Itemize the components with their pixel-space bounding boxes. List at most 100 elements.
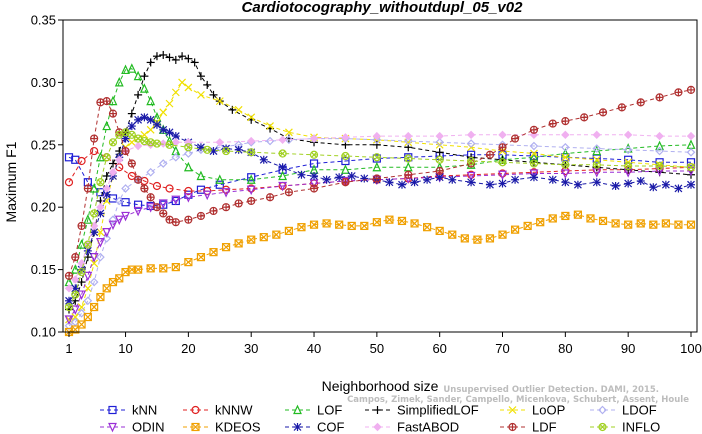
data-point-lof xyxy=(133,70,143,81)
data-point-kdeos xyxy=(485,234,495,243)
data-point-ldf xyxy=(265,193,275,202)
data-point-inflo xyxy=(184,143,193,152)
data-point-knnw xyxy=(247,184,256,193)
data-point-fastabod xyxy=(435,131,444,141)
data-point-simplifiedlof xyxy=(165,53,174,62)
data-point-cof xyxy=(467,178,476,187)
data-point-fastabod xyxy=(655,131,664,141)
data-point-ldof xyxy=(114,196,124,206)
data-point-ldf xyxy=(209,206,218,216)
data-point-ldf xyxy=(686,85,696,94)
data-point-ldf xyxy=(71,253,80,262)
data-point-cof xyxy=(335,173,344,182)
series-inflo xyxy=(64,128,696,312)
data-point-ldf xyxy=(171,218,180,227)
data-point-lof xyxy=(108,95,118,106)
data-point-odin xyxy=(560,169,570,179)
data-point-ldof xyxy=(64,321,74,331)
data-point-inflo xyxy=(592,160,601,169)
data-point-simplifiedlof xyxy=(435,148,444,157)
data-point-inflo xyxy=(341,151,350,161)
data-point-ldf xyxy=(404,170,413,179)
data-point-lof xyxy=(372,161,382,172)
data-point-kdeos xyxy=(686,220,696,229)
y-tick-label: 0.10 xyxy=(31,325,56,340)
data-point-simplifiedlof xyxy=(159,50,168,59)
data-point-cof xyxy=(592,178,601,187)
data-point-ldof xyxy=(215,142,225,152)
data-point-fastabod xyxy=(686,131,696,141)
data-point-ldof xyxy=(121,184,130,193)
data-point-fastabod xyxy=(108,168,118,177)
data-point-kdeos xyxy=(460,234,469,243)
credit-line-2: Unsupervised Outlier Detection. DAMI, 20… xyxy=(443,385,659,395)
plot-frame xyxy=(62,19,698,333)
data-point-simplifiedlof xyxy=(209,90,218,99)
data-point-knnw xyxy=(64,178,74,187)
data-point-inflo xyxy=(203,145,212,154)
series-line-ldf xyxy=(68,89,692,276)
data-point-ldf xyxy=(77,221,86,231)
data-point-ldf xyxy=(140,184,149,193)
data-point-ldof xyxy=(146,167,156,177)
data-point-fastabod xyxy=(71,275,80,284)
data-point-ldf xyxy=(655,93,664,102)
y-axis-label: Maximum F1 xyxy=(3,141,19,222)
data-point-inflo xyxy=(108,138,118,147)
series-line-odin xyxy=(68,170,691,320)
plot-area: 1 10 20 30 40 50 60 70 80 90 100 0.10 0.15 0.20 0.25 0.… xyxy=(31,13,702,357)
data-point-inflo xyxy=(624,161,633,171)
data-point-ldf xyxy=(598,108,608,117)
data-point-kdeos xyxy=(221,243,231,252)
y-tick-label: 0.15 xyxy=(31,262,56,277)
data-point-kdeos xyxy=(322,219,331,228)
data-point-knn xyxy=(215,180,224,189)
data-point-simplifiedlof xyxy=(127,109,136,118)
data-point-cof xyxy=(636,176,645,185)
data-point-inflo xyxy=(561,160,570,169)
data-point-ldf xyxy=(221,203,231,212)
data-point-cof xyxy=(127,122,136,131)
data-point-lof xyxy=(121,64,130,75)
data-point-kdeos xyxy=(674,220,683,229)
series-ldf xyxy=(64,85,696,280)
data-point-loop xyxy=(234,105,243,114)
y-tick-label: 0.30 xyxy=(31,75,56,90)
legend-label-simplifiedlof: SimplifiedLOF xyxy=(397,403,479,418)
data-point-knnw xyxy=(90,146,99,156)
data-point-simplifiedlof xyxy=(203,80,212,89)
data-point-ldof xyxy=(560,142,570,152)
data-point-fastabod xyxy=(133,141,143,151)
legend-item-cof: COF xyxy=(285,420,345,434)
data-point-loop xyxy=(159,108,168,117)
data-point-kdeos xyxy=(536,218,545,227)
data-point-simplifiedlof xyxy=(372,140,381,149)
x-tick-label: 90 xyxy=(621,341,635,356)
legend-item-kdeos: KDEOS xyxy=(183,420,261,434)
data-point-odin xyxy=(278,181,288,192)
data-point-cof xyxy=(278,163,287,172)
data-point-lof xyxy=(341,164,350,174)
data-point-kdeos xyxy=(234,239,243,248)
data-point-cof xyxy=(561,178,570,187)
data-point-loop xyxy=(530,149,538,158)
data-point-cof xyxy=(674,184,683,193)
data-point-lof xyxy=(246,174,256,184)
data-point-loop xyxy=(215,97,224,106)
data-point-kdeos xyxy=(83,312,92,322)
series-lof xyxy=(64,63,696,287)
data-point-kdeos xyxy=(77,320,86,329)
data-point-cof xyxy=(423,175,432,184)
data-point-odin xyxy=(89,253,99,263)
data-point-cof xyxy=(661,180,670,189)
data-point-kdeos xyxy=(96,292,105,302)
data-point-ldof xyxy=(592,144,602,153)
data-point-ldf xyxy=(309,184,319,193)
data-point-cof xyxy=(347,172,356,180)
data-point-inflo xyxy=(127,130,136,139)
data-point-odin xyxy=(221,188,231,198)
data-point-fastabod xyxy=(64,284,74,293)
data-point-kdeos xyxy=(510,225,520,234)
data-point-ldf xyxy=(617,103,626,112)
data-point-cof xyxy=(511,175,520,184)
